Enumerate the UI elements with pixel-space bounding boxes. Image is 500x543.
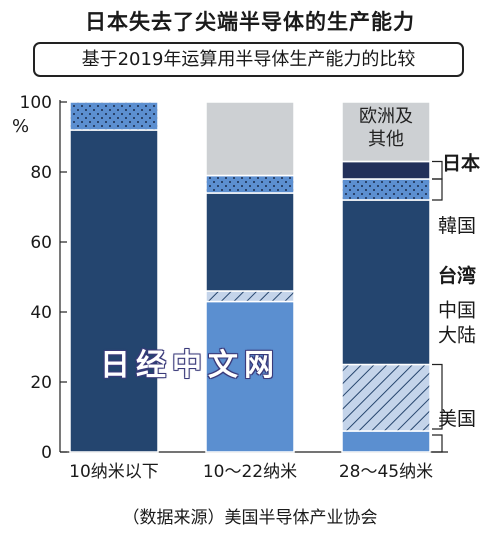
bracket-japan bbox=[432, 160, 443, 180]
label-china: 大陆 bbox=[438, 325, 476, 347]
bar-segment-japan bbox=[341, 160, 431, 180]
y-axis-unit: % bbox=[12, 116, 29, 137]
y-tick-label: 80 bbox=[30, 163, 52, 183]
x-category-label: 28～45纳米 bbox=[339, 462, 433, 482]
chart-subtitle: 基于2019年运算用半导体生产能力的比较 bbox=[33, 42, 464, 77]
watermark-logo: 日经中文网 bbox=[100, 348, 280, 383]
bar-segment-europe_other bbox=[341, 101, 431, 163]
y-tick-label: 60 bbox=[30, 233, 52, 253]
bracket-usa bbox=[432, 434, 443, 453]
y-tick-label: 100 bbox=[20, 93, 52, 113]
x-category-label: 10～22纳米 bbox=[203, 462, 297, 482]
y-tick-label: 0 bbox=[41, 443, 52, 463]
bars-group bbox=[69, 101, 431, 453]
label-korea: 韓国 bbox=[438, 215, 476, 237]
label-japan: 日本 bbox=[442, 152, 480, 175]
bar-segment-korea bbox=[205, 174, 295, 194]
bar-segment-korea bbox=[341, 178, 431, 201]
label-china: 中国 bbox=[438, 300, 476, 322]
bracket-china bbox=[432, 363, 443, 430]
bar-segment-china bbox=[205, 290, 295, 303]
x-axis-categories: 10纳米以下 10～22纳米 28～45纳米 bbox=[69, 462, 433, 482]
chart-title: 日本失去了尖端半导体的生产能力 bbox=[85, 10, 415, 34]
y-axis-ticks: 0 20 40 60 80 100 bbox=[20, 93, 67, 463]
source-note: （数据来源）美国半导体产业协会 bbox=[122, 508, 378, 528]
y-tick-label: 20 bbox=[30, 373, 52, 393]
bar-segment-europe_other bbox=[205, 101, 295, 177]
bar-segment-usa bbox=[205, 300, 295, 453]
label-europe-other: 其他 bbox=[368, 129, 404, 150]
bar-segment-taiwan bbox=[205, 192, 295, 292]
bar-segment-korea bbox=[69, 101, 159, 131]
label-europe-other: 欧洲及 bbox=[359, 106, 413, 127]
x-category-label: 10纳米以下 bbox=[69, 462, 159, 482]
bar-segment-taiwan bbox=[69, 129, 159, 453]
y-tick-label: 40 bbox=[30, 303, 52, 323]
bracket-korea bbox=[432, 178, 443, 201]
bar-segment-china bbox=[341, 363, 431, 432]
bar-segment-taiwan bbox=[341, 199, 431, 366]
label-taiwan: 台湾 bbox=[438, 264, 476, 287]
bar-segment-usa bbox=[341, 430, 431, 453]
label-usa: 美国 bbox=[438, 408, 476, 430]
